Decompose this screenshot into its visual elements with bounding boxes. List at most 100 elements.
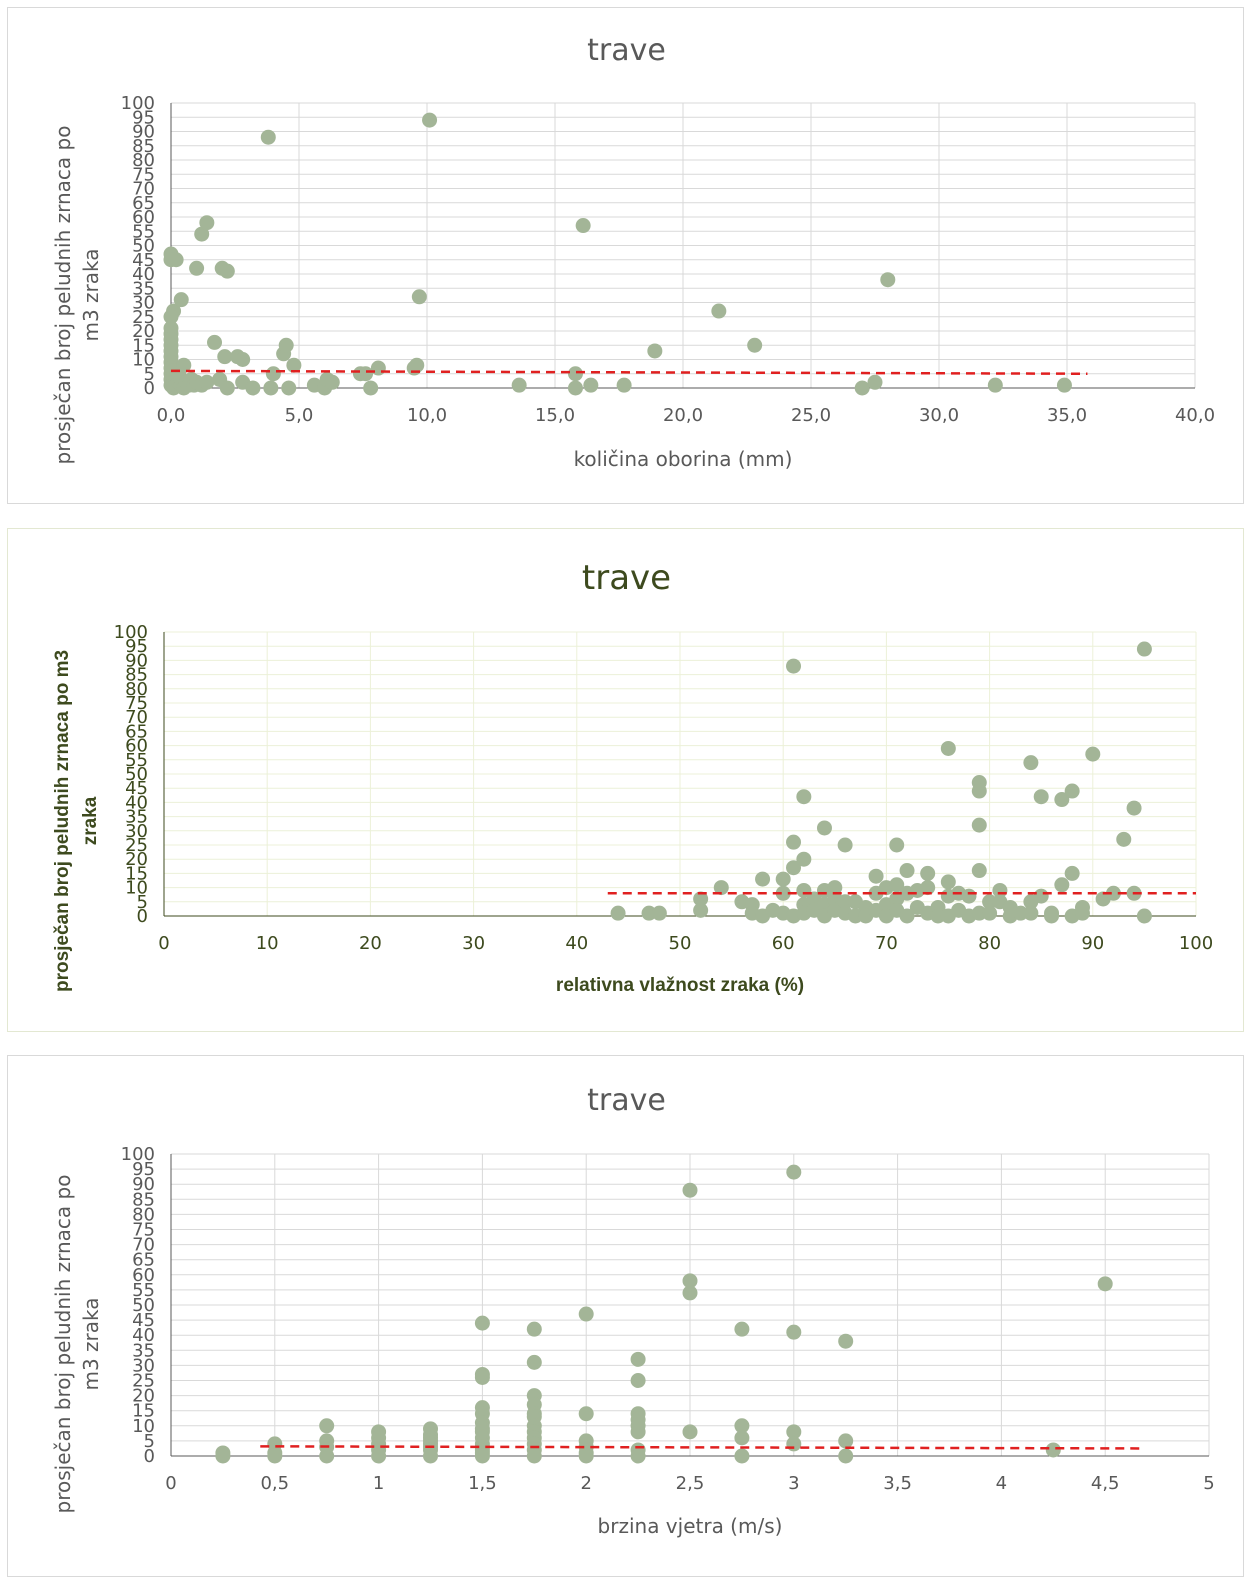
data-point (286, 357, 302, 373)
x-tick-label: 5,0 (285, 405, 314, 426)
data-point (889, 837, 905, 853)
scatter-chart-wind: trave05101520253035404550556065707580859… (51, 1083, 1215, 1538)
data-point (1013, 905, 1029, 921)
y-tick-label: 20 (132, 1386, 155, 1407)
x-axis-title: količina oborina (mm) (574, 447, 793, 471)
data-point (235, 352, 251, 367)
x-axis-title: relativna vlažnost zraka (%) (556, 975, 804, 996)
data-point (868, 868, 884, 884)
y-tick-label: 85 (132, 1189, 155, 1210)
data-point (1045, 1442, 1061, 1458)
data-point (682, 1424, 698, 1440)
y-tick-label: 35 (132, 278, 155, 299)
data-point (920, 865, 936, 881)
y-tick-label: 30 (132, 293, 155, 314)
data-point (847, 908, 863, 924)
data-point (786, 1424, 802, 1440)
x-tick-label: 0 (158, 933, 169, 954)
data-point (796, 851, 812, 867)
x-tick-label: 30 (462, 933, 485, 954)
data-point (371, 1448, 387, 1464)
y-tick-label: 50 (132, 1295, 155, 1316)
data-point (747, 337, 763, 353)
data-point (711, 303, 727, 319)
x-tick-label: 5 (1203, 1473, 1214, 1494)
x-tick-label: 50 (669, 933, 692, 954)
data-point (786, 834, 802, 850)
data-point (526, 1448, 542, 1464)
data-point (940, 740, 956, 756)
data-point (194, 226, 210, 242)
data-point (786, 860, 802, 876)
data-point (734, 1430, 750, 1446)
data-point (880, 272, 896, 288)
data-point (930, 908, 946, 924)
data-point (734, 1321, 750, 1337)
data-point (319, 1448, 335, 1464)
data-point (854, 380, 870, 396)
data-point (734, 1418, 750, 1434)
y-tick-label: 20 (132, 321, 155, 342)
data-point (173, 292, 189, 308)
x-tick-label: 1 (373, 1473, 384, 1494)
y-tick-label: 85 (132, 136, 155, 157)
data-point (1105, 885, 1121, 901)
y-tick-label: 55 (132, 221, 155, 242)
data-point (630, 1373, 646, 1388)
data-point (1074, 905, 1090, 921)
data-point (899, 863, 915, 879)
data-point (630, 1351, 646, 1367)
y-tick-label: 35 (125, 807, 148, 828)
data-point (219, 380, 235, 396)
data-point (511, 377, 527, 393)
data-point (982, 894, 998, 910)
data-point (796, 789, 812, 805)
data-point (734, 1448, 750, 1464)
y-tick-label: 65 (132, 1250, 155, 1271)
y-tick-label: 45 (132, 1310, 155, 1331)
data-point (324, 374, 340, 390)
data-point (474, 1369, 490, 1385)
chart-title: trave (587, 33, 666, 68)
data-point (1097, 1276, 1113, 1292)
data-point (583, 377, 599, 393)
y-tick-label: 5 (137, 892, 148, 913)
y-tick-label: 50 (132, 236, 155, 257)
y-tick-label: 60 (132, 1265, 155, 1286)
x-tick-label: 2,5 (676, 1473, 705, 1494)
y-tick-label: 70 (125, 707, 148, 728)
data-point (422, 112, 438, 128)
data-point (1044, 908, 1060, 924)
data-point (867, 374, 883, 390)
x-tick-label: 30,0 (919, 405, 959, 426)
y-tick-label: 25 (132, 307, 155, 328)
x-tick-label: 100 (1179, 933, 1213, 954)
data-point (260, 129, 276, 145)
data-point (578, 1306, 594, 1322)
data-point (409, 357, 425, 373)
data-point (838, 1433, 854, 1449)
y-tick-label: 80 (132, 1204, 155, 1225)
chart-title: trave (587, 1083, 666, 1118)
data-point (168, 252, 184, 268)
data-point (163, 309, 179, 325)
x-tick-label: 70 (875, 933, 898, 954)
data-point (319, 1418, 335, 1434)
data-point (971, 817, 987, 833)
data-point (610, 905, 626, 921)
y-tick-label: 40 (132, 264, 155, 285)
data-point (411, 289, 427, 305)
data-point (899, 908, 915, 924)
data-point (961, 888, 977, 904)
y-tick-label: 30 (132, 1355, 155, 1376)
y-tick-label: 60 (132, 207, 155, 228)
data-point (837, 837, 853, 853)
data-point (1136, 641, 1152, 657)
x-tick-label: 10 (256, 933, 279, 954)
data-point (1033, 789, 1049, 805)
y-tick-label: 35 (132, 1340, 155, 1361)
y-axis-title: prosječan broj peludnih zrnaca po m3 zrak… (51, 1175, 103, 1514)
y-tick-label: 5 (144, 1431, 155, 1452)
y-tick-label: 15 (132, 1401, 155, 1422)
data-point (889, 877, 905, 893)
